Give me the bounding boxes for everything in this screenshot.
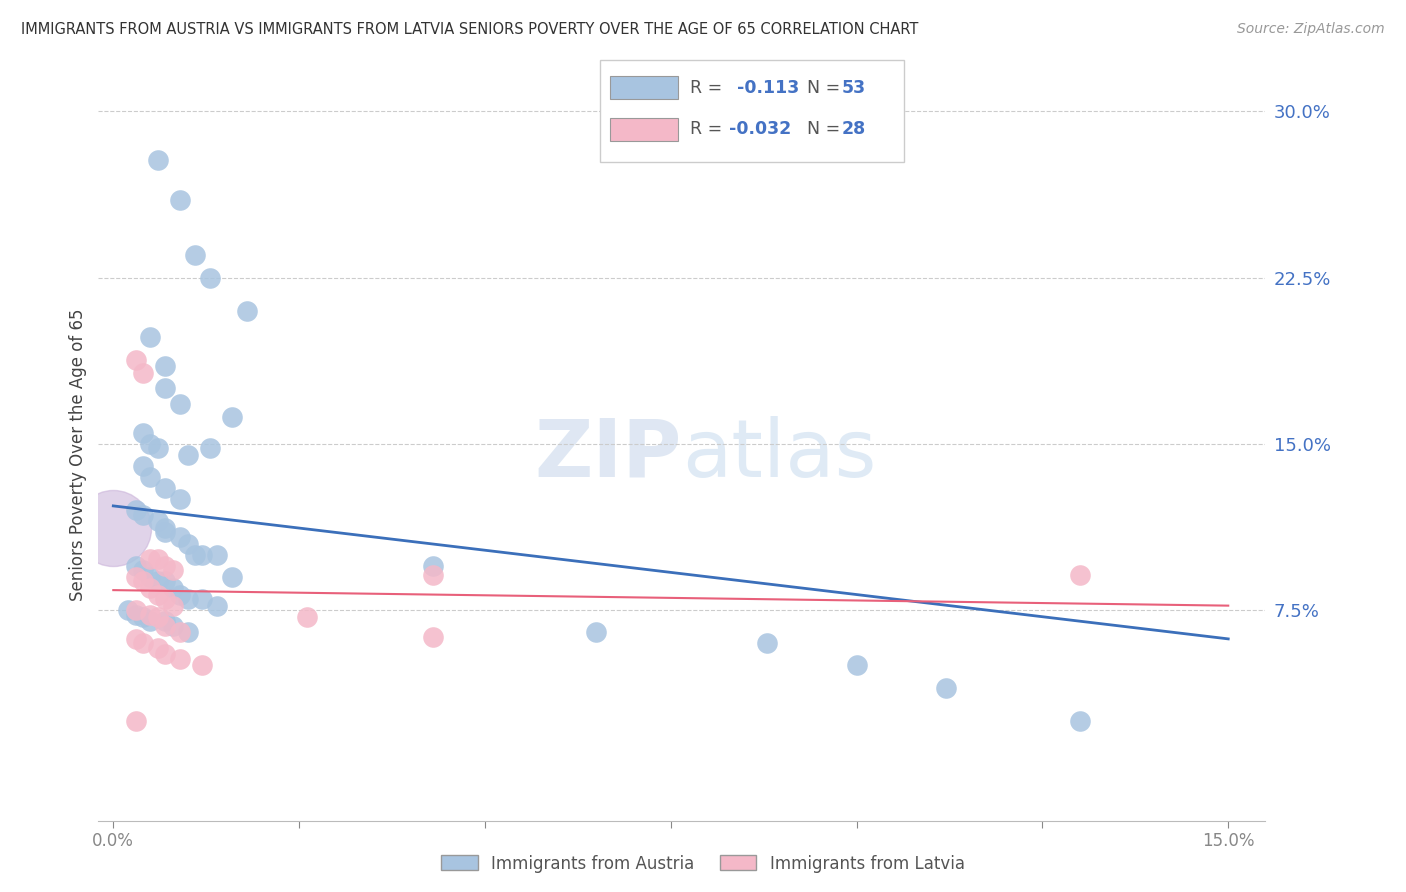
Point <box>169 652 191 666</box>
Point <box>146 552 169 566</box>
Point <box>155 574 177 589</box>
Text: N =: N = <box>796 120 846 138</box>
Point <box>139 552 162 566</box>
FancyBboxPatch shape <box>610 76 679 99</box>
Point <box>146 442 169 456</box>
Point <box>132 574 155 589</box>
Point <box>422 558 444 573</box>
Point <box>191 658 214 673</box>
Point <box>155 525 177 540</box>
Point <box>155 359 177 374</box>
Point <box>103 521 125 535</box>
Point <box>124 352 146 367</box>
Point <box>124 503 146 517</box>
Point <box>236 303 259 318</box>
Point <box>132 563 155 577</box>
Text: ZIP: ZIP <box>534 416 682 494</box>
Point <box>198 442 221 456</box>
Point <box>139 570 162 584</box>
Point <box>585 625 607 640</box>
Point <box>155 618 177 632</box>
Point <box>207 548 229 562</box>
Point <box>162 581 184 595</box>
Point <box>422 630 444 644</box>
Point <box>935 681 957 695</box>
Text: 28: 28 <box>842 120 866 138</box>
Point <box>124 570 146 584</box>
Point <box>155 521 177 535</box>
Point <box>132 508 155 522</box>
Point <box>176 448 198 462</box>
Point <box>139 470 162 484</box>
Point <box>207 599 229 613</box>
Point <box>169 193 191 207</box>
Point <box>155 648 177 662</box>
Point <box>155 614 177 628</box>
Point <box>169 625 191 640</box>
Point <box>221 410 243 425</box>
Point <box>139 437 162 451</box>
Text: R =: R = <box>690 120 728 138</box>
Point <box>132 636 155 650</box>
Point <box>139 614 162 628</box>
Text: -0.032: -0.032 <box>728 120 790 138</box>
Text: 53: 53 <box>842 78 866 96</box>
Point <box>176 625 198 640</box>
FancyBboxPatch shape <box>600 60 904 162</box>
FancyBboxPatch shape <box>610 118 679 141</box>
Point <box>184 548 207 562</box>
Point <box>1069 567 1091 582</box>
Point <box>146 640 169 655</box>
Point <box>162 599 184 613</box>
Point <box>169 492 191 507</box>
Point <box>169 397 191 411</box>
Point <box>132 609 155 624</box>
Point <box>132 425 155 440</box>
Point <box>124 632 146 646</box>
Point <box>146 588 169 602</box>
Point <box>198 270 221 285</box>
Point <box>146 609 169 624</box>
Text: -0.113: -0.113 <box>737 78 799 96</box>
Point <box>176 592 198 607</box>
Text: IMMIGRANTS FROM AUSTRIA VS IMMIGRANTS FROM LATVIA SENIORS POVERTY OVER THE AGE O: IMMIGRANTS FROM AUSTRIA VS IMMIGRANTS FR… <box>21 22 918 37</box>
Point <box>221 570 243 584</box>
Point <box>139 581 162 595</box>
Point <box>184 248 207 262</box>
Point <box>117 603 139 617</box>
Point <box>124 558 146 573</box>
Point <box>1069 714 1091 728</box>
Text: atlas: atlas <box>682 416 876 494</box>
Point <box>295 609 318 624</box>
Point <box>146 574 169 589</box>
Point <box>139 607 162 622</box>
Point <box>155 592 177 607</box>
Text: Source: ZipAtlas.com: Source: ZipAtlas.com <box>1237 22 1385 37</box>
Point <box>155 558 177 573</box>
Text: R =: R = <box>690 78 734 96</box>
Point <box>169 530 191 544</box>
Y-axis label: Seniors Poverty Over the Age of 65: Seniors Poverty Over the Age of 65 <box>69 309 87 601</box>
Point <box>191 592 214 607</box>
Point <box>162 618 184 632</box>
Point <box>132 458 155 473</box>
Point <box>191 548 214 562</box>
Point <box>124 607 146 622</box>
Point <box>845 658 868 673</box>
Point <box>756 636 779 650</box>
Point <box>169 588 191 602</box>
Point <box>422 567 444 582</box>
Point <box>139 330 162 344</box>
Text: N =: N = <box>796 78 846 96</box>
Point <box>146 515 169 529</box>
Point <box>155 381 177 395</box>
Point <box>146 153 169 168</box>
Point <box>176 536 198 550</box>
Point <box>124 603 146 617</box>
Point <box>155 481 177 495</box>
Point <box>124 714 146 728</box>
Point <box>132 366 155 380</box>
Legend: Immigrants from Austria, Immigrants from Latvia: Immigrants from Austria, Immigrants from… <box>434 848 972 880</box>
Point <box>162 563 184 577</box>
